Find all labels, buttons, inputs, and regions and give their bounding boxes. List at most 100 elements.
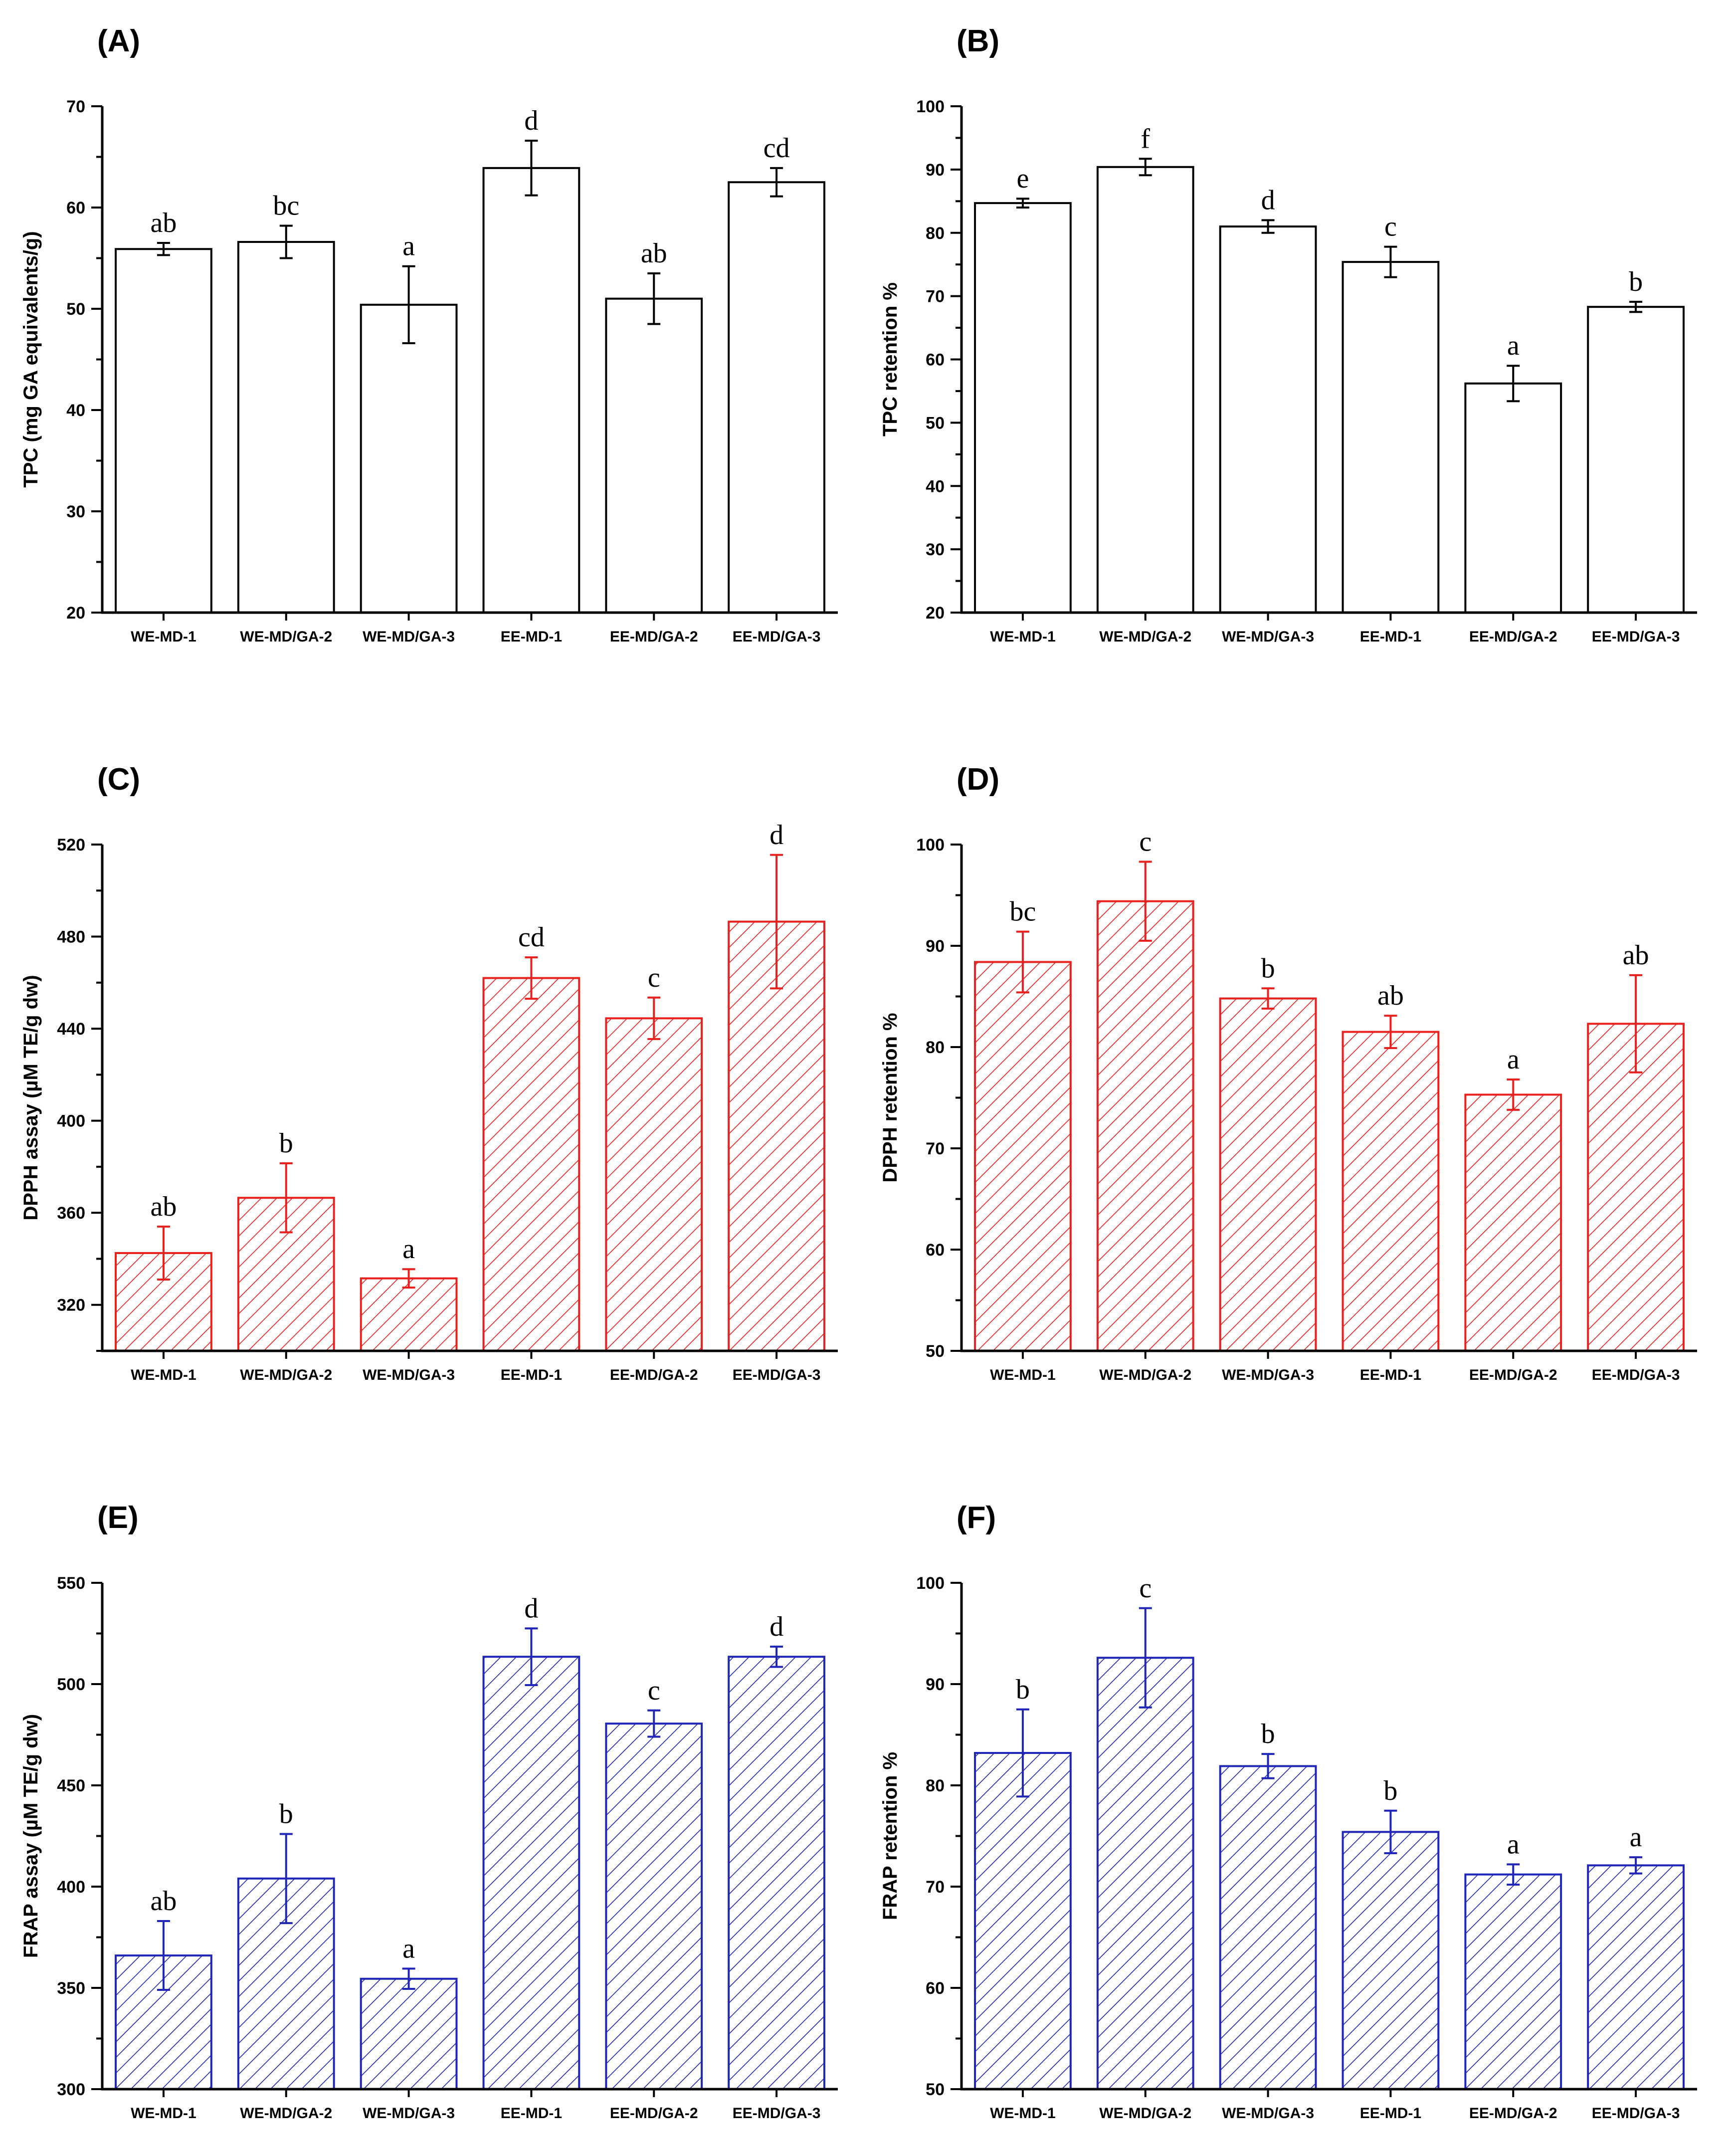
significance-label: ab bbox=[641, 238, 667, 269]
bar bbox=[237, 241, 335, 614]
y-tick-label: 50 bbox=[926, 414, 945, 432]
error-bar bbox=[1384, 1015, 1397, 1050]
x-tick-label: EE-MD-1 bbox=[1360, 2105, 1421, 2122]
significance-label: bc bbox=[273, 191, 299, 221]
x-tick-label: EE-MD/GA-3 bbox=[1592, 2105, 1680, 2122]
y-tick-label: 50 bbox=[66, 300, 85, 319]
bar bbox=[728, 181, 825, 614]
error-bar bbox=[1261, 987, 1275, 1010]
y-tick-label: 70 bbox=[926, 1878, 945, 1897]
x-tick-label: WE-MD/GA-2 bbox=[240, 1367, 332, 1383]
y-tick-label: 70 bbox=[926, 1139, 945, 1158]
y-tick-label: 520 bbox=[57, 836, 85, 855]
significance-label: b bbox=[279, 1798, 293, 1829]
significance-label: c bbox=[1139, 1573, 1152, 1604]
x-tick-label: WE-MD/GA-2 bbox=[240, 629, 332, 645]
error-bar bbox=[525, 956, 538, 1000]
error-bar bbox=[1261, 1753, 1275, 1779]
x-tick-label: EE-MD/GA-3 bbox=[1592, 629, 1680, 645]
y-tick-label: 100 bbox=[916, 97, 945, 116]
y-tick-label: 440 bbox=[57, 1020, 85, 1039]
error-bar bbox=[279, 224, 293, 259]
bar bbox=[728, 920, 825, 1352]
error-bar bbox=[402, 265, 415, 345]
x-tick-label: WE-MD/GA-3 bbox=[1222, 1367, 1314, 1383]
error-bar bbox=[525, 1627, 538, 1687]
y-tick-label: 60 bbox=[66, 199, 85, 217]
error-bar bbox=[525, 140, 538, 197]
x-tick-label: EE-MD/GA-2 bbox=[1469, 2105, 1557, 2122]
error-bar bbox=[1016, 1708, 1029, 1798]
bar bbox=[974, 961, 1072, 1352]
error-bar bbox=[1507, 365, 1520, 403]
x-tick-label: EE-MD-1 bbox=[501, 629, 562, 645]
chart-panel-1: (A) ab WE-MD-1 bc WE-MD/GA-2 a WE-MD/GA-3 d EE-M… bbox=[20, 24, 838, 645]
x-tick-label: EE-MD/GA-3 bbox=[1592, 1367, 1680, 1383]
bar bbox=[1096, 1657, 1194, 2090]
bar bbox=[1219, 1765, 1317, 2090]
error-bar bbox=[1139, 158, 1152, 177]
y-tick-label: 400 bbox=[57, 1878, 85, 1897]
significance-label: cd bbox=[518, 922, 545, 953]
y-tick-label: 80 bbox=[926, 1776, 945, 1795]
y-tick-label: 360 bbox=[57, 1204, 85, 1223]
y-tick-label: 30 bbox=[66, 502, 85, 521]
x-tick-label: EE-MD/GA-2 bbox=[1469, 629, 1557, 645]
y-tick-label: 80 bbox=[926, 224, 945, 243]
bar bbox=[1342, 1831, 1440, 2090]
panel-label: (D) bbox=[957, 762, 999, 797]
y-tick-label: 480 bbox=[57, 928, 85, 947]
bar bbox=[360, 303, 458, 614]
error-bar bbox=[1507, 1863, 1520, 1886]
significance-label: ab bbox=[150, 1191, 177, 1222]
significance-label: b bbox=[1629, 266, 1643, 297]
x-tick-label: WE-MD/GA-3 bbox=[363, 2105, 455, 2122]
bar bbox=[974, 202, 1072, 614]
error-bar bbox=[157, 242, 170, 256]
significance-label: a bbox=[402, 1933, 415, 1964]
y-tick-label: 80 bbox=[926, 1038, 945, 1057]
y-axis-label: FRAP assay (µM TE/g dw) bbox=[20, 1714, 42, 1958]
error-bar bbox=[279, 1833, 293, 1925]
y-axis-label: DPPH retention % bbox=[879, 1013, 901, 1182]
error-bar bbox=[157, 1225, 170, 1281]
error-bar bbox=[1384, 245, 1397, 278]
error-bar bbox=[647, 272, 661, 325]
y-tick-label: 70 bbox=[66, 97, 85, 116]
panel-label: (F) bbox=[957, 1501, 996, 1535]
y-axis-label: DPPH assay (µM TE/g dw) bbox=[20, 975, 42, 1220]
significance-label: b bbox=[279, 1128, 293, 1159]
x-tick-label: EE-MD/GA-2 bbox=[610, 629, 698, 645]
significance-label: ab bbox=[150, 1886, 177, 1917]
x-tick-label: EE-MD/GA-3 bbox=[733, 2105, 821, 2122]
y-tick-label: 20 bbox=[926, 604, 945, 623]
y-tick-label: 90 bbox=[926, 161, 945, 180]
bar bbox=[1587, 1023, 1685, 1352]
y-tick-label: 50 bbox=[926, 2080, 945, 2099]
y-tick-label: 40 bbox=[66, 401, 85, 420]
error-bar bbox=[1629, 974, 1643, 1074]
chart-panel-3: (C)abWE-MD-1bWE-MD/GA-2aWE-MD/GA-3cdEE-M… bbox=[20, 762, 838, 1383]
error-bar bbox=[770, 854, 783, 990]
bar bbox=[360, 1977, 458, 2090]
bar bbox=[605, 1723, 703, 2090]
error-bar bbox=[279, 1162, 293, 1234]
error-bar bbox=[770, 1645, 783, 1668]
bar bbox=[1342, 261, 1440, 614]
y-tick-label: 500 bbox=[57, 1675, 85, 1694]
y-tick-label: 550 bbox=[57, 1574, 85, 1593]
x-tick-label: EE-MD-1 bbox=[501, 1367, 562, 1383]
chart-panel-4: (D) bc WE-MD-1 c WE-MD/GA-2 b WE-MD/GA-3 ab EE-M… bbox=[879, 762, 1697, 1383]
bar bbox=[1587, 1864, 1685, 2091]
x-tick-label: WE-MD/GA-2 bbox=[1099, 1367, 1191, 1383]
x-tick-label: EE-MD-1 bbox=[501, 2105, 562, 2122]
significance-label: ab bbox=[150, 208, 177, 238]
x-tick-label: WE-MD-1 bbox=[131, 1367, 196, 1383]
error-bar bbox=[1384, 1809, 1397, 1855]
x-tick-label: EE-MD/GA-3 bbox=[733, 629, 821, 645]
error-bar bbox=[1629, 301, 1643, 313]
bar bbox=[605, 297, 703, 614]
chart-panel-2: (B) e WE-MD-1 f WE-MD/GA-2 d WE-MD/GA-3 c EE-MD-… bbox=[879, 24, 1697, 645]
x-tick-label: EE-MD/GA-2 bbox=[610, 1367, 698, 1383]
